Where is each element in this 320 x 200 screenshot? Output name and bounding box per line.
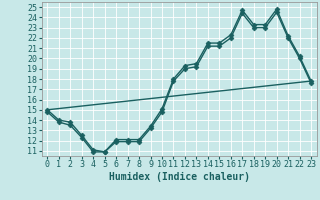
X-axis label: Humidex (Indice chaleur): Humidex (Indice chaleur) [109, 172, 250, 182]
